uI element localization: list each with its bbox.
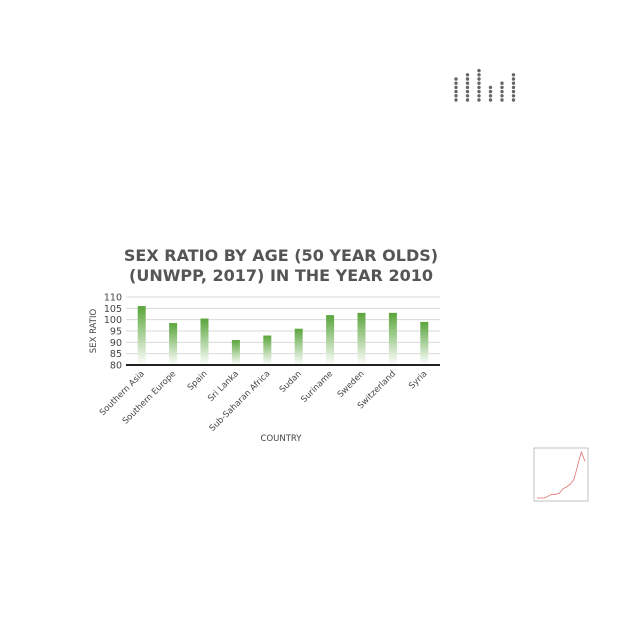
thumbnail-dot bbox=[454, 81, 458, 85]
thumbnail-dot bbox=[454, 85, 458, 90]
thumbnail-dot bbox=[465, 85, 470, 90]
thumbnail-dot bbox=[488, 85, 493, 90]
y-axis-label: SEX RATIO bbox=[89, 308, 99, 353]
bar bbox=[231, 340, 240, 365]
y-tick-label: 85 bbox=[110, 349, 122, 360]
thumbnail-dot bbox=[465, 98, 470, 102]
y-tick-label: 110 bbox=[104, 293, 122, 304]
thumbnail-dot bbox=[465, 94, 470, 98]
thumbnail-dot bbox=[500, 89, 504, 94]
thumbnail-dot bbox=[477, 68, 481, 73]
bar bbox=[326, 315, 335, 365]
thumbnail-dots bbox=[454, 68, 516, 102]
thumbnail-dot bbox=[454, 77, 458, 81]
thumbnail-dot bbox=[477, 77, 481, 81]
thumbnail-dot bbox=[465, 77, 470, 81]
thumbnail-dot bbox=[511, 98, 516, 102]
y-tick-label: 80 bbox=[110, 361, 122, 372]
line-plot-thumbnail bbox=[533, 447, 589, 502]
gridlines bbox=[126, 296, 440, 355]
x-tick-label: Sudan bbox=[278, 369, 304, 395]
x-axis-label: COUNTRY bbox=[261, 434, 303, 444]
bar bbox=[200, 318, 209, 365]
thumbnail-dot bbox=[477, 85, 481, 90]
thumbnail-dot bbox=[477, 81, 481, 85]
bar bbox=[137, 306, 146, 365]
thumbnail-dot bbox=[454, 98, 458, 102]
thumbnail-dot bbox=[488, 94, 493, 98]
thumbnail-dot bbox=[465, 89, 470, 94]
thumbnail-dot bbox=[488, 89, 493, 94]
bar bbox=[263, 335, 272, 365]
x-tick-label: Suriname bbox=[299, 369, 335, 405]
y-tick-label: 105 bbox=[104, 304, 122, 315]
bar bbox=[420, 321, 429, 365]
bar bbox=[294, 328, 303, 365]
thumbnail-dot bbox=[454, 94, 458, 98]
thumbnail-dot bbox=[511, 89, 516, 94]
thumbnail-dot bbox=[500, 85, 504, 90]
thumbnail-dot bbox=[465, 81, 470, 85]
bar bbox=[388, 312, 397, 365]
thumbnail-frame bbox=[533, 447, 589, 502]
bar bbox=[169, 323, 178, 365]
x-tick-label: Spain bbox=[186, 369, 210, 393]
thumbnail-dot bbox=[477, 94, 481, 98]
dot-plot-thumbnail bbox=[454, 68, 516, 102]
y-tick-label: 95 bbox=[110, 327, 122, 338]
thumbnail-dot bbox=[500, 94, 504, 98]
thumbnail-dot bbox=[477, 98, 481, 102]
thumbnail-dot bbox=[477, 89, 481, 94]
bar bbox=[357, 312, 366, 365]
y-tick-label: 100 bbox=[104, 315, 122, 326]
thumbnail-dot bbox=[511, 73, 516, 77]
thumbnail-dot bbox=[465, 73, 470, 77]
chart-title-line-1: SEX RATIO BY AGE (50 YEAR OLDS) bbox=[124, 246, 438, 265]
chart-title-line-2: (UNWPP, 2017) IN THE YEAR 2010 bbox=[129, 266, 433, 285]
thumbnail-dot bbox=[500, 81, 504, 85]
thumbnail-dot bbox=[511, 81, 516, 85]
thumbnail-dot bbox=[477, 73, 481, 77]
bars bbox=[137, 306, 429, 365]
x-tick-label: Syria bbox=[407, 369, 429, 391]
y-tick-label: 90 bbox=[110, 338, 122, 349]
thumbnail-dot bbox=[500, 98, 504, 102]
thumbnail-dot bbox=[454, 89, 458, 94]
thumbnail-dot bbox=[488, 98, 493, 102]
x-tick-label: Sweden bbox=[336, 369, 367, 400]
x-tick-label: Southern Europe bbox=[121, 369, 178, 426]
thumbnail-dot bbox=[511, 77, 516, 81]
x-tick-label: Sub-Saharan Africa bbox=[208, 369, 273, 434]
thumbnail-line bbox=[537, 450, 586, 499]
thumbnail-dot bbox=[511, 85, 516, 90]
thumbnail-dot bbox=[511, 94, 516, 98]
